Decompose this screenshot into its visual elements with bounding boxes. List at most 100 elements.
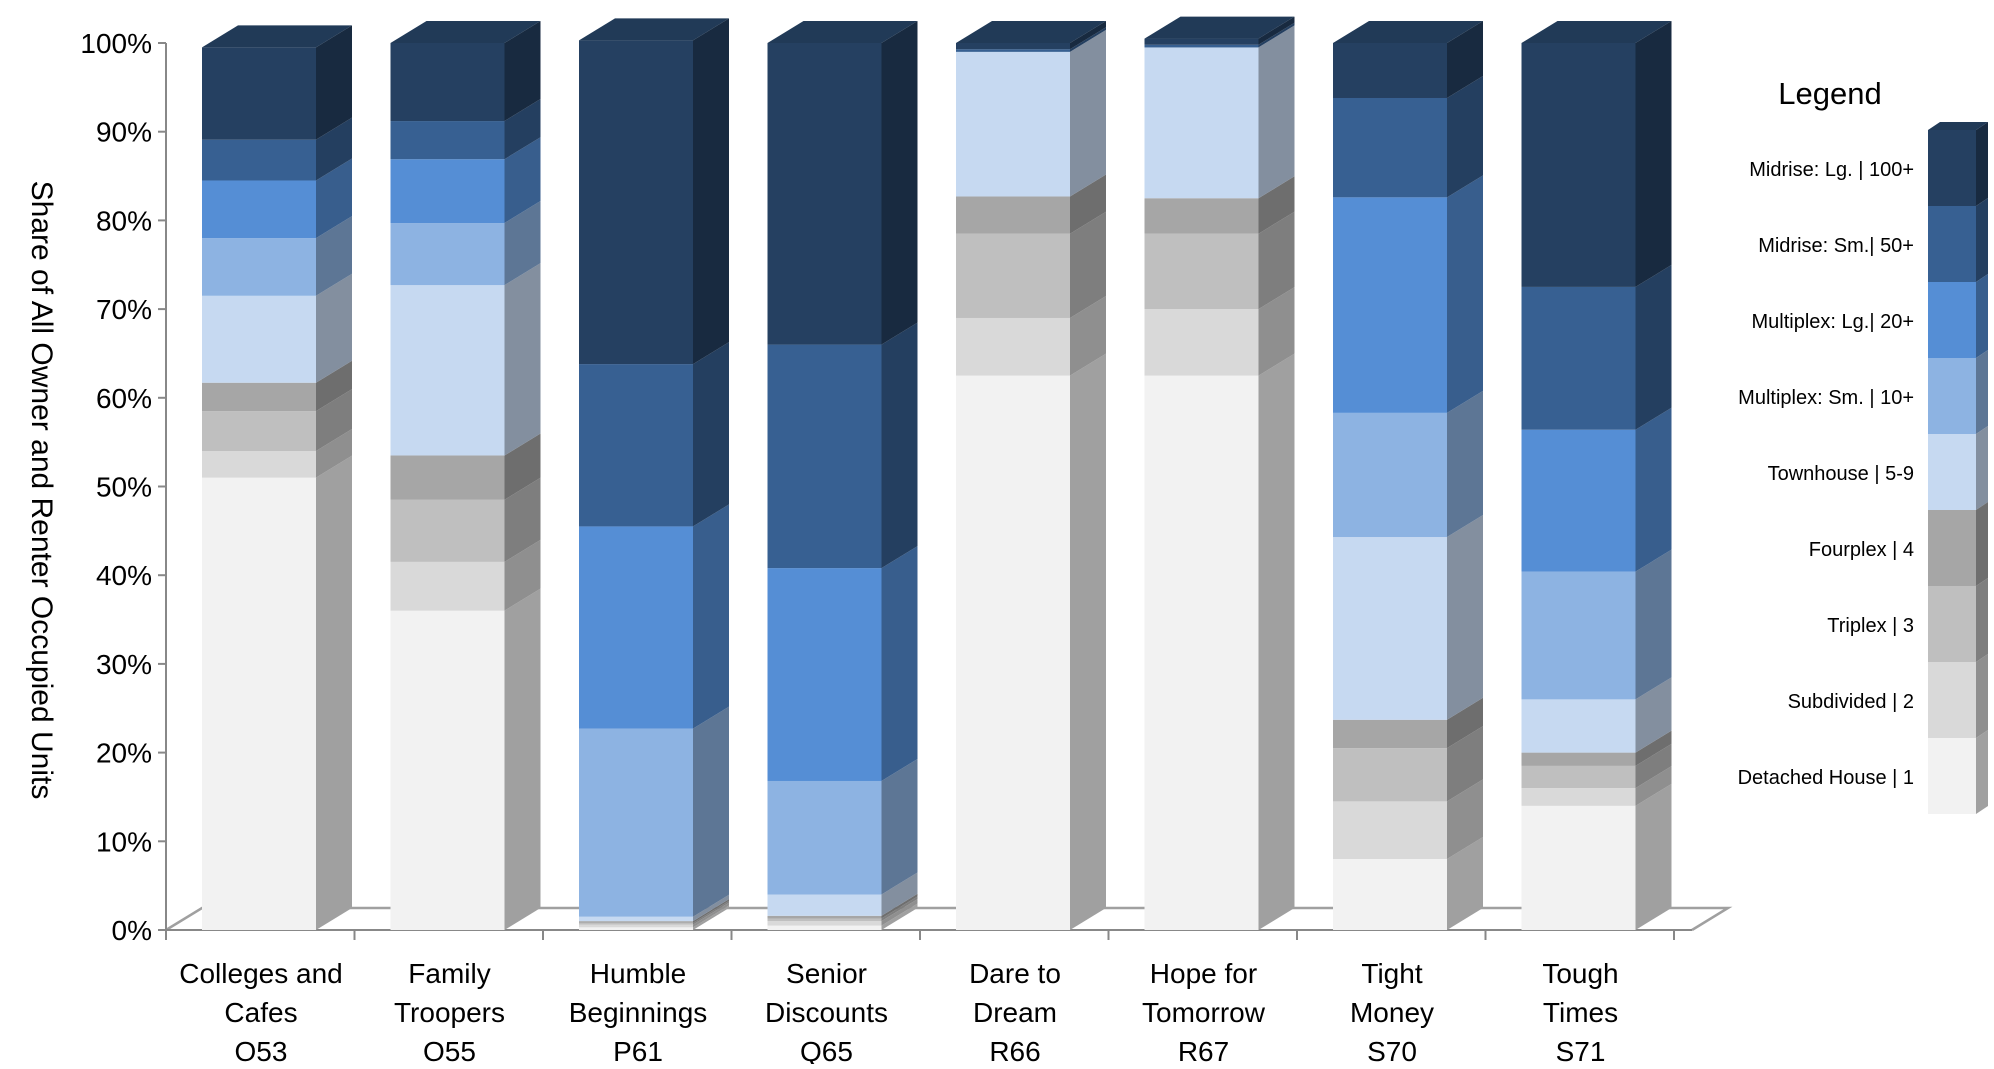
bar-segment-side bbox=[1258, 287, 1295, 376]
bar-segment-side bbox=[1258, 211, 1295, 310]
x-label-code: R67 bbox=[1178, 1036, 1229, 1064]
bar-segment bbox=[767, 893, 918, 919]
legend-swatch-top bbox=[1928, 122, 1988, 130]
bar-segment bbox=[1521, 264, 1672, 430]
bar-segment bbox=[202, 158, 352, 239]
x-label-line2: Times bbox=[1543, 997, 1618, 1028]
bar-segment-side bbox=[1447, 697, 1483, 749]
bar-segment-side bbox=[881, 872, 918, 916]
bar-segment-front bbox=[202, 382, 316, 412]
legend-title: Legend bbox=[1778, 76, 1881, 111]
bar-segment bbox=[202, 429, 352, 478]
x-label-code: P61 bbox=[613, 1036, 663, 1064]
bar-stack-o55 bbox=[390, 21, 541, 930]
y-tick-label: 30% bbox=[96, 649, 152, 680]
bar-segment-front bbox=[1333, 43, 1447, 98]
bar-segment-front bbox=[1144, 38, 1259, 45]
legend-swatch bbox=[1928, 662, 1976, 738]
bar-segment bbox=[390, 588, 541, 930]
legend-swatch bbox=[1928, 206, 1976, 282]
bar-segment-front bbox=[202, 451, 316, 478]
bar-segment-front bbox=[1144, 233, 1259, 310]
bar-segment-side bbox=[1635, 743, 1672, 789]
bar-segment-front bbox=[1144, 375, 1259, 930]
legend-swatch bbox=[1928, 434, 1976, 510]
bar-segment bbox=[579, 900, 729, 925]
legend-entry-label: Midrise: Sm.| 50+ bbox=[1758, 235, 1914, 257]
legend-swatch-side bbox=[1976, 122, 1988, 206]
x-category-label: Tough Times S71 bbox=[1542, 958, 1618, 1067]
bar-segment-front bbox=[1521, 286, 1636, 430]
x-label-code: O53 bbox=[235, 1036, 288, 1064]
bar-segment bbox=[1521, 21, 1672, 287]
y-axis-title: Share of All Owner and Renter Occupied U… bbox=[25, 181, 58, 800]
bar-segment-side bbox=[693, 894, 729, 922]
legend-entry-label: Multiplex: Sm. | 10+ bbox=[1738, 387, 1914, 409]
bar-segment-front bbox=[956, 51, 1070, 197]
bar-segment-side bbox=[1635, 677, 1672, 753]
bar-segment-side bbox=[693, 504, 729, 729]
bar-segment-front bbox=[956, 317, 1070, 376]
y-tick-label: 10% bbox=[96, 826, 152, 857]
bar-segment bbox=[202, 455, 352, 930]
bar-segment bbox=[202, 389, 352, 452]
x-label-line1: Tough bbox=[1542, 958, 1618, 989]
bar-segment bbox=[1521, 549, 1672, 700]
bar-segment-side bbox=[504, 433, 541, 500]
bar-segment bbox=[579, 902, 729, 928]
bar-segment-front bbox=[956, 233, 1070, 318]
bar-segment bbox=[956, 27, 1106, 52]
bar-segment-front bbox=[956, 196, 1070, 234]
bar-segment bbox=[1333, 21, 1483, 98]
legend-swatch-side bbox=[1976, 578, 1988, 662]
bar-segment-front bbox=[1144, 198, 1259, 234]
bar-segment-side bbox=[881, 896, 918, 922]
bar-segment-side bbox=[881, 21, 918, 345]
legend-swatch bbox=[1928, 738, 1976, 814]
bar-segment bbox=[1521, 783, 1672, 930]
legend-swatch bbox=[1928, 510, 1976, 586]
x-label-line1: Dare to bbox=[969, 958, 1061, 989]
legend-entry-label: Detached House | 1 bbox=[1738, 767, 1914, 789]
bar-segment-side bbox=[316, 455, 352, 930]
x-label-line1: Humble bbox=[590, 958, 686, 989]
bar-segment-side bbox=[504, 201, 541, 286]
bar-segment bbox=[390, 477, 541, 562]
bar-segment-front bbox=[956, 49, 1070, 52]
bar-segment bbox=[1333, 390, 1483, 538]
bar-segment-side bbox=[693, 905, 729, 930]
legend-swatch-side bbox=[1976, 654, 1988, 738]
bar-stack-o53 bbox=[202, 25, 352, 930]
legend: Legend Midrise: Lg. | 100+ Midrise: Sm.| … bbox=[1738, 76, 1988, 814]
x-label-line1: Family bbox=[408, 958, 490, 989]
bar-segment-side bbox=[1070, 353, 1106, 930]
bar-segment-side bbox=[1635, 264, 1672, 430]
bar-top bbox=[1144, 16, 1295, 39]
legend-swatch-side bbox=[1976, 502, 1988, 586]
bar-segment-side bbox=[316, 360, 352, 412]
bar-segment bbox=[202, 25, 352, 140]
bar-segment-front bbox=[767, 915, 882, 919]
bar-segment-front bbox=[1521, 699, 1636, 753]
bar-segment-side bbox=[1447, 515, 1483, 720]
bar-segment-side bbox=[1447, 175, 1483, 413]
bar-segment-front bbox=[202, 295, 316, 383]
legend-swatch bbox=[1928, 358, 1976, 434]
bar-segment-side bbox=[1447, 726, 1483, 802]
bar-segment-side bbox=[316, 158, 352, 239]
x-label-line1: Senior bbox=[786, 958, 867, 989]
bar-segment-side bbox=[1447, 837, 1483, 930]
x-category-label: Hope for Tomorrow R67 bbox=[1142, 958, 1266, 1067]
bar-segment bbox=[1521, 743, 1672, 789]
x-label-line2: Troopers bbox=[394, 997, 505, 1028]
bar-segment-front bbox=[1333, 537, 1447, 720]
bar-segment-front bbox=[1521, 765, 1636, 789]
bar-segment-side bbox=[316, 273, 352, 383]
bar-segment bbox=[956, 353, 1106, 930]
bar-segment bbox=[1333, 697, 1483, 749]
bar-segment-side bbox=[504, 539, 541, 611]
bar-segment bbox=[767, 546, 918, 781]
legend-entry-label: Townhouse | 5-9 bbox=[1768, 463, 1914, 485]
bar-segment-front bbox=[1144, 44, 1259, 48]
